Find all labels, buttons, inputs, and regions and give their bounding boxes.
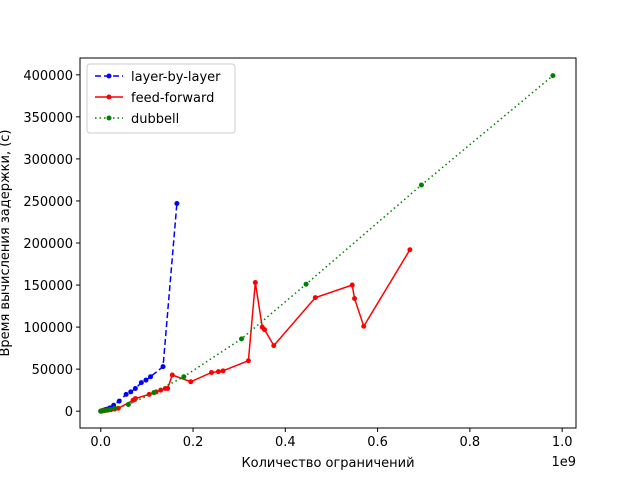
data-point-dubbell bbox=[151, 390, 157, 396]
y-tick-label: 0 bbox=[65, 405, 73, 420]
x-axis-label: Количество ограничений bbox=[241, 456, 414, 471]
x-tick-label: 0.0 bbox=[90, 435, 111, 450]
y-tick-label: 100000 bbox=[23, 321, 73, 336]
y-tick-label: 250000 bbox=[23, 195, 73, 210]
data-point-feed-forward bbox=[361, 323, 367, 329]
x-tick-label: 0.2 bbox=[183, 435, 204, 450]
legend-marker-layer-by-layer bbox=[106, 73, 112, 79]
y-axis-label: Время вычисления задержки, (с) bbox=[0, 129, 13, 356]
data-point-feed-forward bbox=[220, 368, 226, 374]
y-tick-label: 300000 bbox=[23, 153, 73, 168]
legend-label-feed-forward: feed-forward bbox=[131, 91, 214, 106]
data-point-layer-by-layer bbox=[128, 389, 134, 395]
data-point-layer-by-layer bbox=[148, 374, 154, 380]
y-tick-label: 150000 bbox=[23, 279, 73, 294]
data-point-feed-forward bbox=[407, 247, 413, 253]
data-point-layer-by-layer bbox=[143, 377, 149, 383]
data-point-feed-forward bbox=[208, 370, 214, 375]
data-point-feed-forward bbox=[188, 379, 194, 385]
data-point-feed-forward bbox=[312, 295, 318, 301]
legend-label-dubbell: dubbell bbox=[131, 112, 179, 127]
data-point-feed-forward bbox=[158, 387, 164, 393]
y-tick-label: 200000 bbox=[23, 237, 73, 252]
data-point-feed-forward bbox=[132, 396, 138, 402]
data-point-dubbell bbox=[550, 73, 556, 79]
data-point-layer-by-layer bbox=[116, 398, 122, 404]
data-point-feed-forward bbox=[245, 358, 251, 364]
data-point-dubbell bbox=[103, 407, 109, 413]
data-point-dubbell bbox=[238, 336, 244, 342]
data-point-feed-forward bbox=[352, 296, 358, 301]
x-tick-label: 0.4 bbox=[275, 435, 296, 450]
data-point-feed-forward bbox=[262, 327, 268, 333]
y-tick-label: 350000 bbox=[23, 111, 73, 126]
x-axis: 0.0 0.2 0.4 0.6 0.8 1.0 bbox=[90, 428, 573, 450]
data-point-feed-forward bbox=[271, 343, 277, 349]
data-point-dubbell bbox=[125, 401, 131, 407]
x-tick-label: 0.6 bbox=[367, 435, 388, 450]
data-point-layer-by-layer bbox=[138, 380, 144, 386]
legend-marker-dubbell bbox=[106, 115, 112, 121]
data-point-feed-forward bbox=[215, 369, 221, 375]
y-tick-label: 400000 bbox=[23, 69, 73, 84]
data-point-feed-forward bbox=[349, 282, 355, 288]
y-tick-label: 50000 bbox=[32, 363, 73, 378]
data-point-layer-by-layer bbox=[123, 391, 129, 397]
data-point-dubbell bbox=[112, 405, 118, 411]
legend-label-layer-by-layer: layer-by-layer bbox=[131, 70, 221, 85]
data-point-feed-forward bbox=[169, 372, 175, 378]
data-point-feed-forward bbox=[252, 280, 258, 286]
data-point-dubbell bbox=[303, 281, 309, 287]
data-point-layer-by-layer bbox=[160, 364, 166, 370]
data-point-layer-by-layer bbox=[174, 200, 180, 206]
data-point-dubbell bbox=[107, 407, 113, 412]
data-point-dubbell bbox=[418, 182, 424, 188]
x-tick-label: 0.8 bbox=[460, 435, 481, 450]
y-axis: 0 50000 100000 150000 200000 250000 300000 3500… bbox=[23, 69, 80, 420]
data-point-feed-forward bbox=[165, 385, 171, 391]
x-tick-label: 1.0 bbox=[552, 435, 573, 450]
data-point-layer-by-layer bbox=[132, 385, 138, 391]
series-layer bbox=[98, 73, 556, 414]
legend-box bbox=[86, 63, 236, 134]
data-point-dubbell bbox=[181, 374, 187, 380]
x-axis-offset-label: 1e9 bbox=[551, 455, 576, 470]
legend-marker-feed-forward bbox=[106, 94, 112, 100]
legend: layer-by-layer feed-forward dubbell bbox=[86, 63, 236, 134]
data-point-feed-forward bbox=[146, 391, 152, 397]
